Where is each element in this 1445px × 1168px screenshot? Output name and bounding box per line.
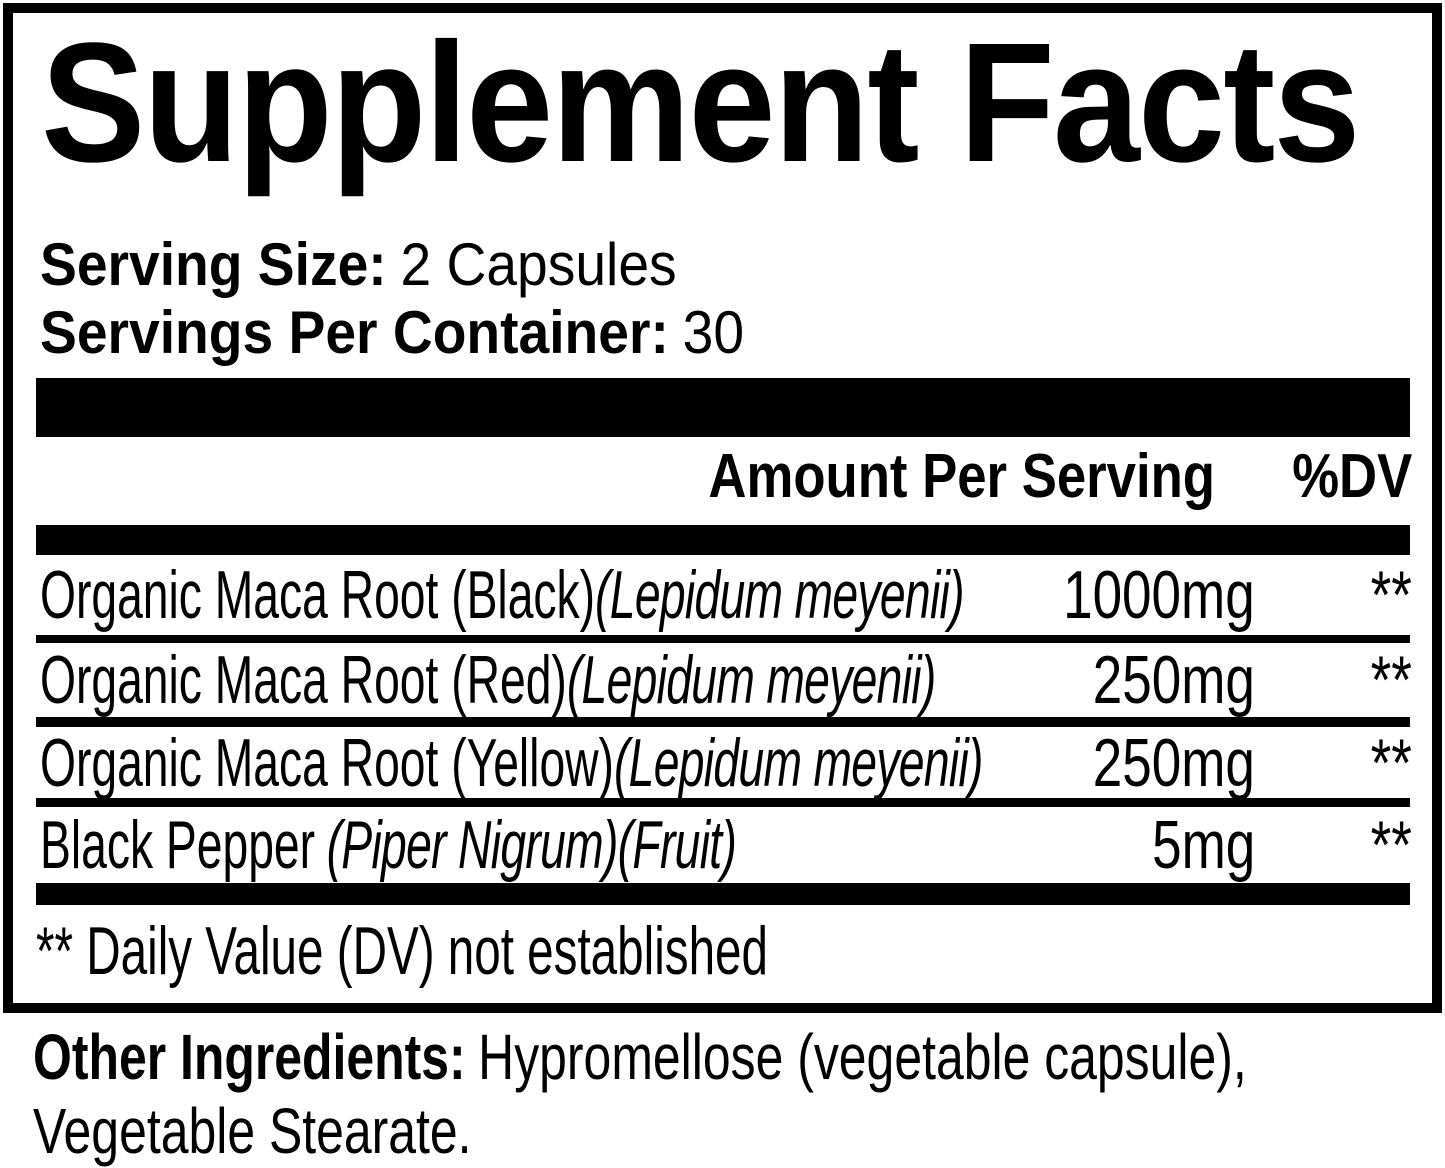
dv-footnote: ** Daily Value (DV) not established [36, 909, 1412, 993]
ingredient-dv: ** [1370, 724, 1412, 801]
ingredient-latin-name: (Lepidum meyenii) [566, 642, 936, 718]
other-ingredients-line1: Hypromellose (vegetable capsule), [478, 1021, 1247, 1093]
row-separator [36, 635, 1410, 643]
serving-size-line: Serving Size: 2 Capsules [40, 235, 732, 295]
row-separator [36, 717, 1410, 727]
panel-title-text: Supplement Facts [41, 8, 1360, 198]
other-ingredients-line2: Vegetable Stearate. [33, 1095, 472, 1167]
serving-size-value: 2 Capsules [400, 231, 677, 298]
servings-per-container-label: Servings Per Container: [40, 299, 669, 366]
ingredient-name: Organic Maca Root (Red) [40, 642, 567, 718]
ingredient-row-maca-red: Organic Maca Root (Red)(Lepidum meyenii)… [36, 643, 1412, 717]
column-header-row: Amount Per Serving %DV [36, 446, 1412, 508]
ingredient-amount: 250mg [1092, 724, 1255, 801]
servings-per-container-line: Servings Per Container: 30 [40, 303, 805, 363]
ingredient-name: Black Pepper [40, 807, 316, 883]
ingredient-amount: 1000mg [1063, 557, 1255, 633]
ingredient-latin-name: (Piper Nigrum)(Fruit) [326, 807, 737, 883]
ingredient-latin-name: (Lepidum meyenii) [613, 724, 983, 801]
panel-title: Supplement Facts [41, 18, 1445, 188]
ingredient-amount: 5mg [1151, 807, 1255, 883]
ingredient-row-maca-yellow: Organic Maca Root (Yellow)(Lepidum meyen… [36, 727, 1412, 798]
divider-bar-below-header [36, 525, 1410, 555]
serving-size-label: Serving Size: [40, 231, 387, 298]
other-ingredients-section: Other Ingredients: Hypromellose (vegetabl… [33, 1020, 1445, 1168]
ingredient-amount: 250mg [1092, 642, 1255, 718]
row-separator [36, 798, 1410, 807]
amount-per-serving-header: Amount Per Serving [708, 442, 1215, 511]
ingredient-dv: ** [1370, 557, 1412, 633]
divider-bar-bottom [36, 883, 1410, 905]
ingredient-dv: ** [1370, 642, 1412, 718]
ingredient-latin-name: (Lepidum meyenii) [595, 557, 964, 633]
dv-footnote-text: ** Daily Value (DV) not established [36, 913, 768, 989]
supplement-facts-panel: Supplement Facts Serving Size: 2 Capsules… [3, 3, 1442, 1013]
ingredient-name: Organic Maca Root (Yellow) [40, 724, 614, 801]
servings-per-container-value: 30 [682, 299, 745, 366]
ingredient-row-black-pepper: Black Pepper (Piper Nigrum)(Fruit) 5mg ** [36, 807, 1412, 883]
other-ingredients-label: Other Ingredients: [33, 1021, 466, 1093]
ingredient-name: Organic Maca Root (Black) [40, 557, 596, 633]
ingredient-row-maca-black: Organic Maca Root (Black)(Lepidum meyeni… [36, 555, 1412, 635]
divider-bar-thick-top [36, 378, 1410, 437]
percent-dv-header: %DV [1291, 442, 1412, 511]
ingredient-dv: ** [1370, 807, 1412, 883]
